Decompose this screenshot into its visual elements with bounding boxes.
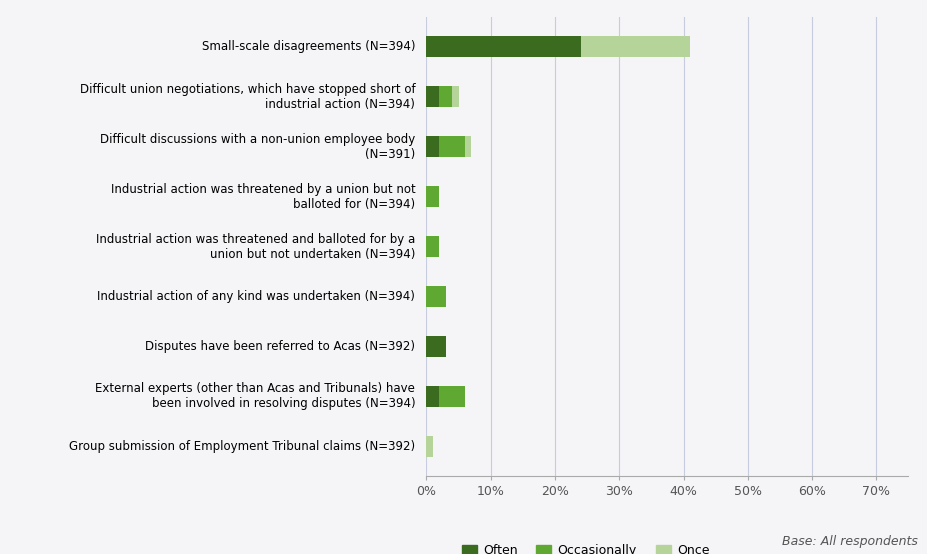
Bar [426, 386, 439, 407]
Bar [580, 36, 690, 57]
Bar [426, 186, 439, 207]
Bar [439, 136, 465, 157]
Bar [452, 86, 459, 107]
Bar [426, 436, 433, 457]
Legend: Often, Occasionally, Once: Often, Occasionally, Once [457, 539, 715, 554]
Bar [426, 236, 439, 257]
Bar [426, 286, 446, 307]
Bar [465, 136, 472, 157]
Bar [439, 386, 465, 407]
Text: Base: All respondents: Base: All respondents [781, 536, 918, 548]
Bar [426, 36, 580, 57]
Bar [426, 136, 439, 157]
Bar [426, 336, 446, 357]
Bar [439, 86, 452, 107]
Bar [426, 86, 439, 107]
